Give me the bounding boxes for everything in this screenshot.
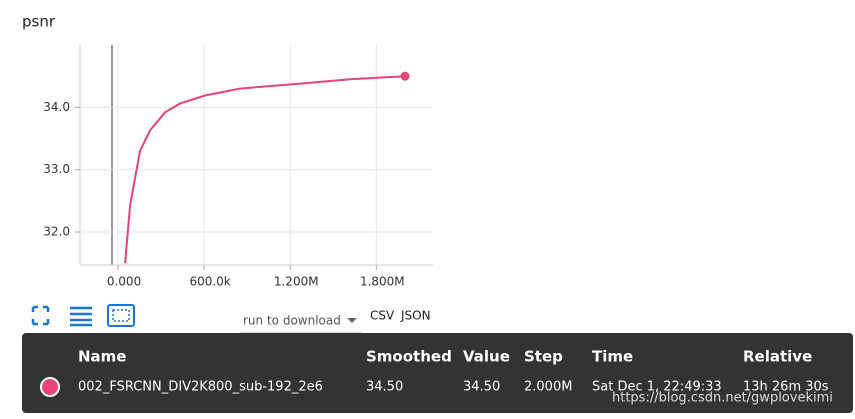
tooltip-header: Time bbox=[592, 348, 633, 366]
watermark: https://blog.csdn.net/gwplovekimi bbox=[612, 391, 833, 406]
tooltip-header: Smoothed bbox=[366, 348, 452, 366]
tooltip-header: Relative bbox=[743, 348, 812, 366]
tooltip-header: Name bbox=[78, 348, 126, 366]
tooltip-cell: 34.50 bbox=[366, 380, 403, 395]
tooltip-cell: 13h 26m 30s bbox=[743, 380, 829, 395]
x-tick-label: 0.000 bbox=[107, 275, 141, 289]
zoom-icon-inner[interactable] bbox=[112, 309, 130, 322]
x-tick-label: 600.0k bbox=[189, 275, 230, 289]
run-select[interactable]: run to download bbox=[243, 314, 341, 328]
log-icon[interactable] bbox=[70, 306, 92, 327]
csv-link[interactable]: CSV bbox=[370, 309, 395, 323]
series-swatch bbox=[40, 377, 60, 397]
tooltip-content: Name Smoothed Value Step Time Relative 002_FSR… bbox=[40, 348, 829, 397]
y-tick-label: 33.0 bbox=[43, 162, 70, 176]
tooltip-cell: Sat Dec 1, 22:49:33 bbox=[592, 380, 722, 395]
line bbox=[124, 75, 406, 264]
toolbar-icons[interactable] bbox=[31, 304, 135, 327]
y-tick-label: 34.0 bbox=[43, 100, 70, 114]
fit-icon[interactable] bbox=[31, 305, 50, 326]
tooltip-header: Step bbox=[524, 348, 563, 366]
y-tick-label: 32.0 bbox=[43, 224, 70, 238]
x-tick-label: 1.200M bbox=[274, 275, 319, 289]
json-link[interactable]: JSON bbox=[400, 309, 431, 323]
tooltip-cell: 002_FSRCNN_DIV2K800_sub-192_2e6 bbox=[78, 380, 323, 395]
tooltip bbox=[22, 333, 853, 413]
zoom-icon[interactable] bbox=[107, 304, 135, 327]
tooltip-cell: 2.000M bbox=[524, 380, 572, 395]
x-tick-label: 1.800M bbox=[360, 275, 405, 289]
end-point bbox=[400, 71, 410, 81]
tooltip-cell: 34.50 bbox=[463, 380, 500, 395]
dropdown-arrow[interactable] bbox=[347, 318, 357, 323]
tooltip-header: Value bbox=[463, 348, 510, 366]
chart-title: psnr bbox=[22, 13, 56, 31]
